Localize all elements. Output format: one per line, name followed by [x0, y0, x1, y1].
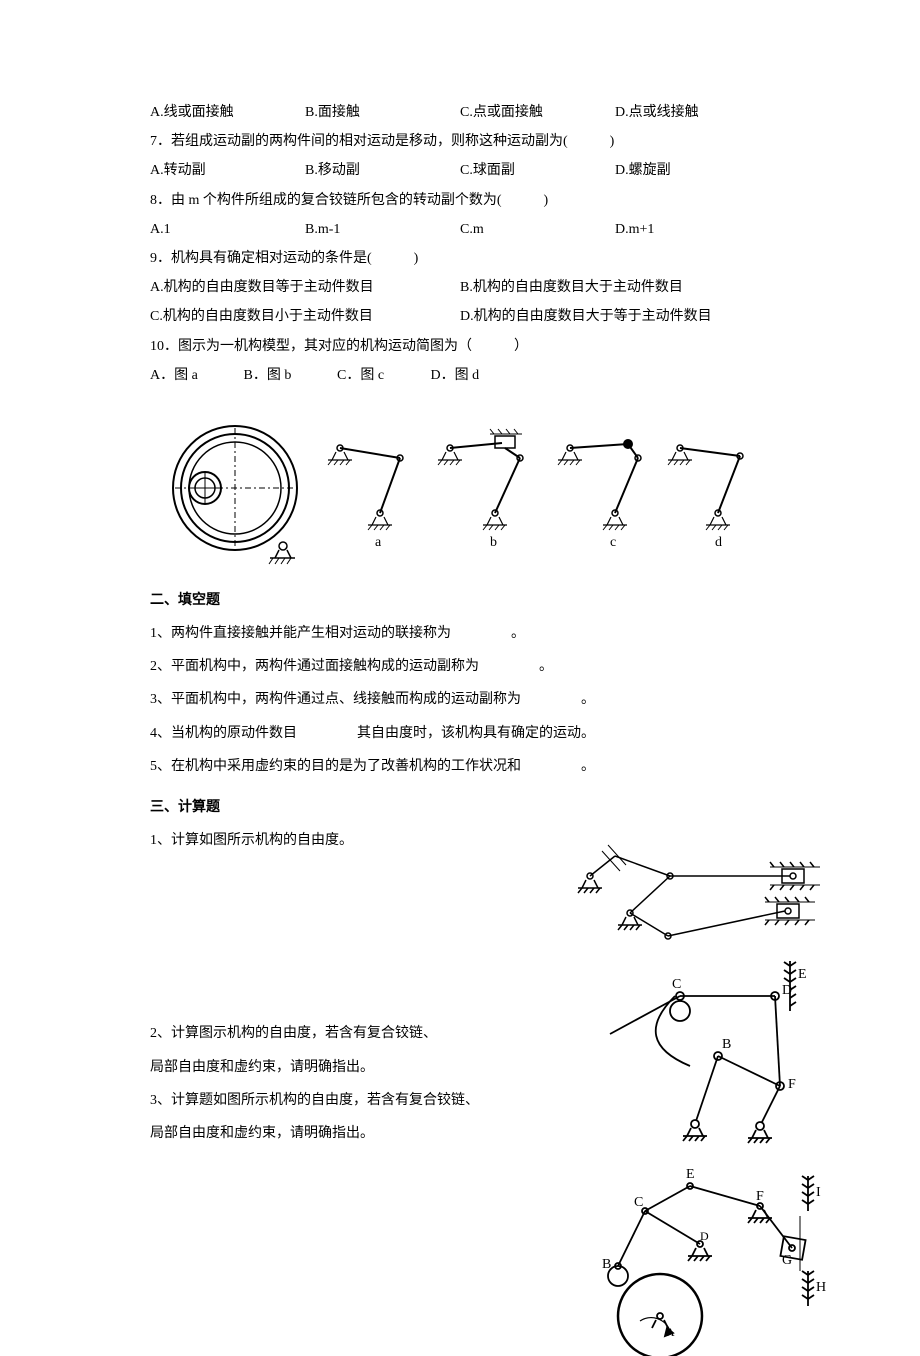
fill-1-end: 。	[511, 626, 525, 641]
q10-opt-d: D．图 d	[431, 363, 521, 388]
q9-opt-d: D.机构的自由度数目大于等于主动件数目	[460, 304, 770, 329]
q7-opt-c: C.球面副	[460, 158, 615, 183]
svg-text:B: B	[602, 1257, 611, 1272]
q6-options: A.线或面接触 B.面接触 C.点或面接触 D.点或线接触	[150, 100, 770, 125]
fill-2: 2、平面机构中，两构件通过面接触构成的运动副称为 。	[150, 654, 770, 679]
calc-2b: 局部自由度和虚约束，请明确指出。	[150, 1055, 520, 1080]
calc-area: E D C F B	[150, 861, 770, 1146]
q9-text: 9．机构具有确定相对运动的条件是( )	[150, 246, 770, 271]
q9-opt-b: B.机构的自由度数目大于主动件数目	[460, 275, 770, 300]
q7-opt-b: B.移动副	[305, 158, 460, 183]
svg-text:C: C	[634, 1195, 643, 1210]
calc2-svg: E D C F B	[560, 956, 820, 1156]
sec3-title: 三、计算题	[150, 795, 770, 820]
q9-options-2: C.机构的自由度数目小于主动件数目 D.机构的自由度数目大于等于主动件数目	[150, 304, 770, 329]
q9-opt-c: C.机构的自由度数目小于主动件数目	[150, 304, 460, 329]
fill-3-end: 。	[581, 692, 595, 707]
q8-options: A.1 B.m-1 C.m D.m+1	[150, 217, 770, 242]
svg-text:I: I	[816, 1185, 821, 1200]
fill-5-end: 。	[581, 759, 595, 774]
fill-3-text: 3、平面机构中，两构件通过点、线接触而构成的运动副称为	[150, 692, 521, 707]
q9-options: A.机构的自由度数目等于主动件数目 B.机构的自由度数目大于主动件数目	[150, 275, 770, 300]
q10-diagrams-svg: a b c	[150, 408, 770, 568]
q6-opt-c: C.点或面接触	[460, 100, 615, 125]
svg-text:H: H	[816, 1280, 826, 1295]
q7-text: 7．若组成运动副的两构件间的相对运动是移动，则称这种运动副为( )	[150, 129, 770, 154]
svg-text:E: E	[686, 1167, 695, 1182]
q8-opt-d: D.m+1	[615, 217, 770, 242]
q7-opt-d: D.螺旋副	[615, 158, 770, 183]
fill-4: 4、当机构的原动件数目 其自由度时，该机构具有确定的运动。	[150, 721, 770, 746]
calc3-svg: A B C E D F	[560, 1156, 840, 1356]
q8-opt-b: B.m-1	[305, 217, 460, 242]
q8-opt-a: A.1	[150, 217, 305, 242]
q10-opt-b: B．图 b	[244, 363, 334, 388]
fill-4-text-a: 4、当机构的原动件数目	[150, 726, 297, 741]
calc-3b: 局部自由度和虚约束，请明确指出。	[150, 1121, 520, 1146]
svg-text:A: A	[666, 1325, 675, 1339]
fill-1: 1、两构件直接接触并能产生相对运动的联接称为 。	[150, 621, 770, 646]
q10-text: 10．图示为一机构模型，其对应的机构运动简图为（ ）	[150, 334, 770, 359]
svg-text:C: C	[672, 977, 681, 992]
calc-2a: 2、计算图示机构的自由度，若含有复合铰链、	[150, 1021, 520, 1046]
svg-text:D: D	[700, 1229, 709, 1243]
svg-text:F: F	[788, 1077, 796, 1092]
diag-label-b: b	[490, 535, 497, 550]
fill-2-text: 2、平面机构中，两构件通过面接触构成的运动副称为	[150, 659, 479, 674]
fill-3: 3、平面机构中，两构件通过点、线接触而构成的运动副称为 。	[150, 687, 770, 712]
svg-text:G: G	[782, 1253, 792, 1268]
sec2-title: 二、填空题	[150, 588, 770, 613]
q8-opt-c: C.m	[460, 217, 615, 242]
calc-3a: 3、计算题如图所示机构的自由度，若含有复合铰链、	[150, 1088, 520, 1113]
q9-opt-a: A.机构的自由度数目等于主动件数目	[150, 275, 460, 300]
svg-text:E: E	[798, 967, 807, 982]
diag-label-d: d	[715, 535, 722, 550]
q10-opt-c: C．图 c	[337, 363, 427, 388]
diag-label-a: a	[375, 535, 382, 550]
q6-opt-a: A.线或面接触	[150, 100, 305, 125]
svg-text:F: F	[756, 1189, 764, 1204]
q7-opt-a: A.转动副	[150, 158, 305, 183]
q7-options: A.转动副 B.移动副 C.球面副 D.螺旋副	[150, 158, 770, 183]
q8-text: 8．由 m 个构件所组成的复合铰链所包含的转动副个数为( )	[150, 188, 770, 213]
q10-options: A．图 a B．图 b C．图 c D．图 d	[150, 363, 770, 388]
q6-opt-b: B.面接触	[305, 100, 460, 125]
svg-text:D: D	[782, 983, 792, 998]
svg-text:B: B	[722, 1037, 731, 1052]
q10-opt-a: A．图 a	[150, 363, 240, 388]
diag-label-c: c	[610, 535, 616, 550]
fill-2-end: 。	[539, 659, 553, 674]
fill-5: 5、在机构中采用虚约束的目的是为了改善机构的工作状况和 。	[150, 754, 770, 779]
q6-opt-d: D.点或线接触	[615, 100, 770, 125]
q10-diagram-row: a b c	[150, 408, 770, 568]
fill-5-text: 5、在机构中采用虚约束的目的是为了改善机构的工作状况和	[150, 759, 521, 774]
calc-diagrams: E D C F B	[560, 841, 850, 1356]
calc1-svg	[560, 841, 850, 956]
fill-4-text-b: 其自由度时，该机构具有确定的运动。	[357, 726, 595, 741]
fill-1-text: 1、两构件直接接触并能产生相对运动的联接称为	[150, 626, 451, 641]
